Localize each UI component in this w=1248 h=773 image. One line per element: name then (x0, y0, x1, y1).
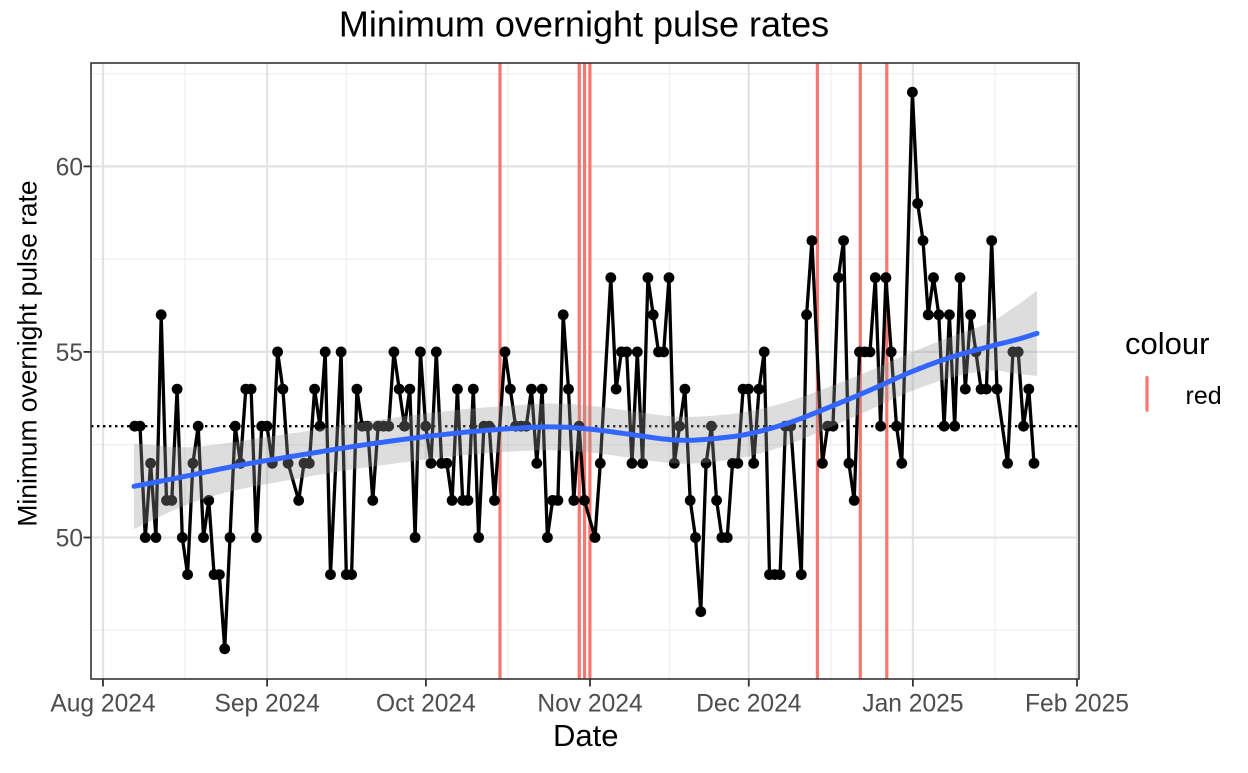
svg-text:Date: Date (553, 718, 618, 753)
svg-text:Nov 2024: Nov 2024 (537, 691, 642, 718)
svg-text:Minimum overnight pulse rates: Minimum overnight pulse rates (339, 4, 829, 45)
svg-text:55: 55 (56, 340, 83, 367)
svg-text:Feb 2025: Feb 2025 (1025, 691, 1129, 718)
svg-text:Dec 2024: Dec 2024 (696, 691, 801, 718)
svg-text:Aug 2024: Aug 2024 (50, 691, 155, 718)
svg-text:Oct 2024: Oct 2024 (376, 691, 476, 718)
svg-text:Minimum overnight pulse rate: Minimum overnight pulse rate (13, 180, 43, 526)
svg-text:60: 60 (56, 154, 83, 181)
svg-text:Jan 2025: Jan 2025 (862, 691, 963, 718)
svg-text:50: 50 (56, 526, 83, 553)
svg-text:colour: colour (1125, 326, 1209, 361)
svg-text:Sep 2024: Sep 2024 (214, 691, 319, 718)
svg-text:red: red (1186, 382, 1222, 410)
